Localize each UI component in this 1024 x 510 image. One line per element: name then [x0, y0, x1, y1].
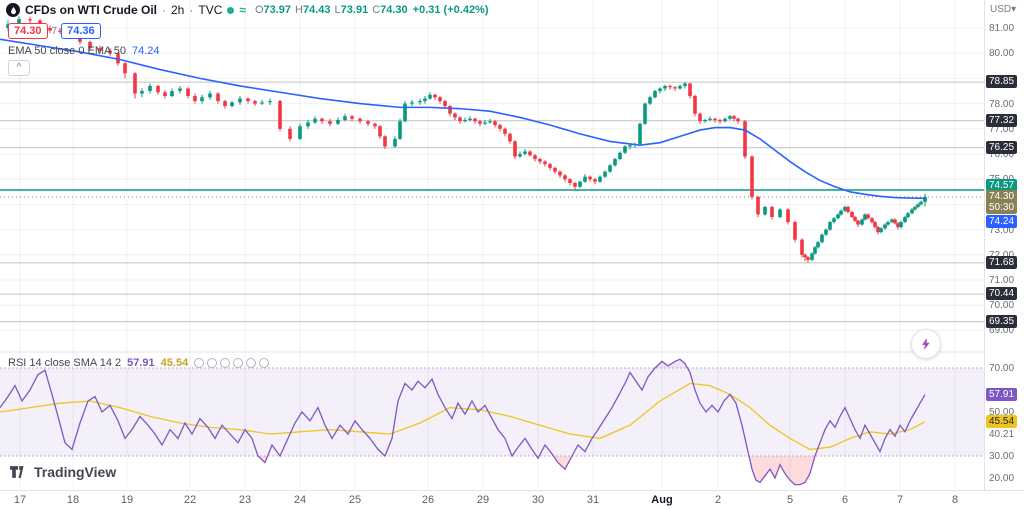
market-status-icon[interactable]: [227, 6, 235, 14]
rsi-axis-label: 70.00: [989, 363, 1015, 374]
time-axis-label: 2: [714, 494, 722, 506]
ema-line: [0, 38, 926, 200]
price-axis-label: 76.00: [989, 149, 1015, 160]
time-axis-label: 30: [531, 494, 545, 506]
ema-legend[interactable]: EMA 50 close 0 EMA 50 74.24: [8, 45, 160, 57]
symbol-legend: CFDs on WTI Crude Oil · 2h · TVC ≈ O73.9…: [6, 3, 489, 17]
price-axis-badge: 78.85: [986, 75, 1018, 89]
time-axis-label: 7: [896, 494, 904, 506]
time-axis-label: 6: [841, 494, 849, 506]
chevron-down-icon: ▾: [1011, 4, 1017, 15]
time-axis[interactable]: 17 18 19 22 23 24 25 26 29 30 31 Aug 2 5 6 7 8: [0, 490, 1024, 510]
price-axis-label: 70.00: [989, 300, 1015, 312]
price-axis-label: 71.00: [989, 275, 1015, 286]
time-axis-label: 8: [951, 494, 959, 506]
price-axis-label: 72.00: [989, 250, 1014, 261]
delayed-data-icon[interactable]: ≈: [239, 3, 246, 17]
indicator-action-icon[interactable]: [194, 358, 205, 368]
separator: ·: [162, 3, 166, 17]
symbol-title[interactable]: CFDs on WTI Crude Oil: [25, 3, 157, 17]
candles: [6, 16, 927, 263]
time-axis-label: 29: [476, 494, 490, 506]
indicator-action-icon[interactable]: [207, 358, 218, 368]
time-axis-label: 26: [421, 494, 435, 506]
price-axis-badge: 69.35: [986, 314, 1018, 328]
rsi-axis-label: 30.00: [989, 451, 1015, 462]
instrument-logo-icon: [6, 3, 20, 17]
time-axis-label: 24: [293, 494, 307, 506]
price-level-lines: [0, 81, 984, 323]
rsi-axis-label: 20.00: [989, 473, 1015, 484]
rsi-sma-legend-value: 45.54: [160, 357, 189, 369]
tradingview-logo-icon: [10, 466, 24, 478]
tradingview-wordmark: TradingView: [34, 464, 117, 480]
time-axis-label: Aug: [651, 494, 673, 506]
exchange-label[interactable]: TVC: [198, 3, 223, 17]
price-axis-label: 78.00: [989, 98, 1015, 110]
tradingview-watermark[interactable]: TradingView: [10, 464, 116, 480]
time-axis-label: 25: [348, 494, 362, 506]
price-axis-badge: 70.44: [986, 287, 1018, 301]
time-axis-label: 5: [786, 494, 794, 506]
time-axis-label: 17: [13, 494, 27, 506]
time-axis-label: 19: [120, 494, 134, 506]
price-axis-badge: 76.25: [986, 140, 1018, 154]
bar-countdown-badge: 50:30: [986, 200, 1018, 214]
price-axis-badge: 74.57: [986, 179, 1018, 193]
legend-collapse-button[interactable]: ^: [8, 60, 30, 76]
instant-trading-button[interactable]: [911, 329, 941, 359]
time-axis-label: 23: [238, 494, 252, 506]
buy-price-button[interactable]: 74.36: [61, 23, 101, 39]
price-axis-badge: 71.68: [986, 255, 1018, 269]
ohlc-values: O73.97 H74.43 L73.91 C74.30: [254, 4, 408, 16]
price-axis-label: 81.00: [989, 23, 1015, 34]
currency-selector[interactable]: USD▾: [990, 4, 1017, 15]
time-axis-label: 31: [586, 494, 600, 506]
price-axis-badge: 77.32: [986, 113, 1018, 127]
order-widget: 74.30 7 74.36: [8, 23, 101, 39]
indicator-action-icons: [194, 358, 270, 368]
indicator-action-icon[interactable]: [259, 358, 270, 368]
ema-legend-value: 74.24: [132, 45, 160, 57]
indicator-action-icon[interactable]: [246, 358, 257, 368]
rsi-value-badge: 57.91: [986, 387, 1018, 401]
time-axis-label: 22: [183, 494, 197, 506]
price-axis-label: 73.00: [989, 224, 1015, 236]
rsi-axis-label: 40.21: [989, 428, 1015, 440]
separator: ·: [189, 3, 194, 17]
chart-canvas[interactable]: [0, 0, 984, 490]
indicator-action-icon[interactable]: [233, 358, 244, 368]
rsi-sma-line: [0, 382, 926, 451]
indicator-action-icon[interactable]: [220, 358, 231, 368]
rsi-legend[interactable]: RSI 14 close SMA 14 2 57.91 45.54: [8, 357, 270, 369]
price-change: +0.31 (+0.42%): [412, 4, 489, 16]
ema-value-badge: 74.24: [986, 215, 1018, 229]
sell-price-button[interactable]: 74.30: [8, 23, 48, 39]
price-axis[interactable]: USD▾ 81.0080.0078.0077.0076.0075.0073.00…: [984, 0, 1024, 490]
ema-legend-label: EMA 50 close 0 EMA 50: [8, 45, 127, 57]
time-axis-label: 18: [66, 494, 80, 506]
price-axis-label: 77.00: [989, 123, 1015, 135]
interval-button[interactable]: 2h: [171, 3, 185, 17]
rsi-sma-value-badge: 45.54: [986, 414, 1018, 428]
rsi-legend-value: 57.91: [127, 357, 155, 369]
rsi-axis-label: 50.00: [989, 407, 1015, 418]
last-price-badge: 74.30: [986, 189, 1018, 203]
price-axis-label: 69.00: [989, 325, 1015, 337]
grid: [0, 0, 984, 487]
rsi-legend-label: RSI 14 close SMA 14 2: [8, 357, 122, 369]
price-axis-label: 80.00: [989, 48, 1015, 60]
spread-value: 7: [51, 25, 58, 37]
lightning-icon: [922, 337, 930, 351]
rsi-line: [0, 358, 926, 486]
